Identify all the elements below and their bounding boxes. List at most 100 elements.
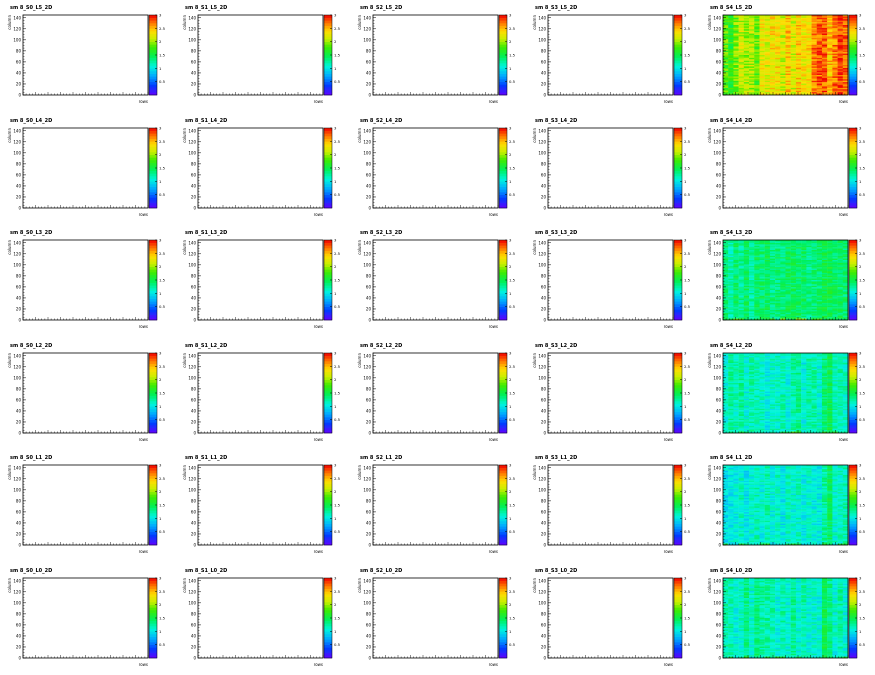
palette-segment [674, 47, 682, 50]
palette-segment [324, 424, 332, 428]
heatmap-cell [728, 65, 734, 67]
heatmap-cell [733, 272, 739, 275]
heatmap-cell [775, 32, 781, 34]
heatmap-cell [806, 43, 812, 46]
heatmap-cell [832, 85, 838, 87]
heatmap-cell [801, 85, 807, 87]
palette-segment [674, 277, 682, 281]
palette-segment [324, 248, 332, 251]
heatmap-cell [769, 92, 776, 94]
heatmap-cell [769, 290, 776, 292]
heatmap-cell [801, 252, 807, 255]
heatmap-cell [749, 36, 755, 39]
palette-segment [849, 266, 857, 270]
heatmap-cell [795, 272, 802, 275]
palette-segment [849, 44, 857, 48]
palette-segment [849, 146, 857, 150]
palette-segment [674, 49, 682, 53]
heatmap-cell [780, 73, 786, 76]
heatmap-cell [827, 43, 833, 46]
heatmap-cell [733, 275, 739, 278]
heatmap-cell [806, 46, 812, 49]
palette-segment [499, 84, 507, 88]
heatmap-cell [749, 66, 755, 69]
heatmap-cell [785, 87, 791, 90]
heatmap-cell [749, 254, 755, 256]
heatmap-cell [816, 87, 823, 90]
heatmap-cell [769, 291, 776, 294]
heatmap-cell [816, 47, 823, 50]
heatmap-cell [795, 46, 802, 49]
palette-segment [149, 143, 157, 147]
heatmap-cell [728, 20, 734, 23]
heatmap-cell [749, 62, 755, 64]
heatmap-cell [827, 53, 833, 56]
heatmap-cell [842, 305, 849, 308]
heatmap-cell [816, 264, 823, 266]
heatmap-cell [795, 30, 802, 33]
heatmap-cell [780, 80, 786, 83]
heatmap-cell [806, 60, 812, 63]
heatmap-cell [749, 241, 755, 244]
heatmap-cell [733, 17, 739, 20]
heatmap-cell [738, 83, 745, 86]
heatmap-cell [842, 244, 849, 246]
palette-segment [499, 306, 507, 310]
heatmap-cell [842, 241, 849, 244]
heatmap-cell [832, 241, 838, 244]
y-tick-label: 60 [366, 284, 372, 289]
palette-segment [149, 151, 157, 155]
heatmap-cell [785, 250, 791, 252]
heatmap-cell [801, 290, 807, 292]
heatmap-cell [806, 317, 812, 319]
heatmap-cell [733, 32, 739, 34]
heatmap-cell [816, 46, 823, 49]
heatmap-cell [821, 244, 828, 246]
heatmap-cell [842, 82, 849, 84]
heatmap-cell [754, 248, 760, 251]
x-axis-label: rows [489, 99, 498, 104]
heatmap-cell [743, 282, 750, 285]
heatmap-cell [811, 69, 817, 71]
heatmap-cell [827, 254, 833, 256]
palette-segment [499, 135, 507, 139]
heatmap-cell [837, 302, 843, 305]
heatmap-cell [821, 27, 828, 30]
heatmap-cell [764, 30, 771, 33]
y-tick-label: 20 [541, 306, 547, 311]
heatmap-cell [769, 86, 776, 89]
heatmap-cell [723, 260, 729, 262]
heatmap-cell [795, 298, 802, 301]
heatmap-cell [733, 302, 739, 305]
heatmap-cell [754, 274, 760, 276]
heatmap-cell [759, 32, 765, 34]
heatmap-cell [816, 39, 823, 41]
heatmap-cell [723, 16, 729, 19]
palette-segment [324, 92, 332, 96]
palette-segment [849, 25, 857, 29]
heatmap-cell [754, 37, 760, 40]
heatmap-cell [764, 272, 771, 275]
palette-segment [149, 73, 157, 77]
heatmap-cell [785, 247, 791, 249]
heatmap-cell [811, 275, 817, 278]
heatmap-cell [811, 76, 817, 79]
palette-segment [674, 240, 682, 243]
heatmap-cell [811, 308, 817, 311]
heatmap-cell [811, 302, 817, 305]
palette-segment [149, 20, 157, 24]
y-tick-label: 120 [538, 251, 546, 256]
heatmap-cell [842, 66, 849, 69]
heatmap-cell [832, 45, 838, 47]
palette-segment [674, 317, 682, 321]
heatmap-cell [749, 287, 755, 289]
heatmap-cell [769, 298, 776, 301]
palette-segment [149, 301, 157, 305]
heatmap-cell [816, 37, 823, 40]
heatmap-cell [832, 50, 838, 53]
heatmap-cell [749, 317, 755, 319]
heatmap-cell [832, 67, 838, 70]
heatmap-cell [790, 43, 797, 46]
plot-frame [22, 14, 149, 96]
heatmap-cell [795, 35, 802, 37]
